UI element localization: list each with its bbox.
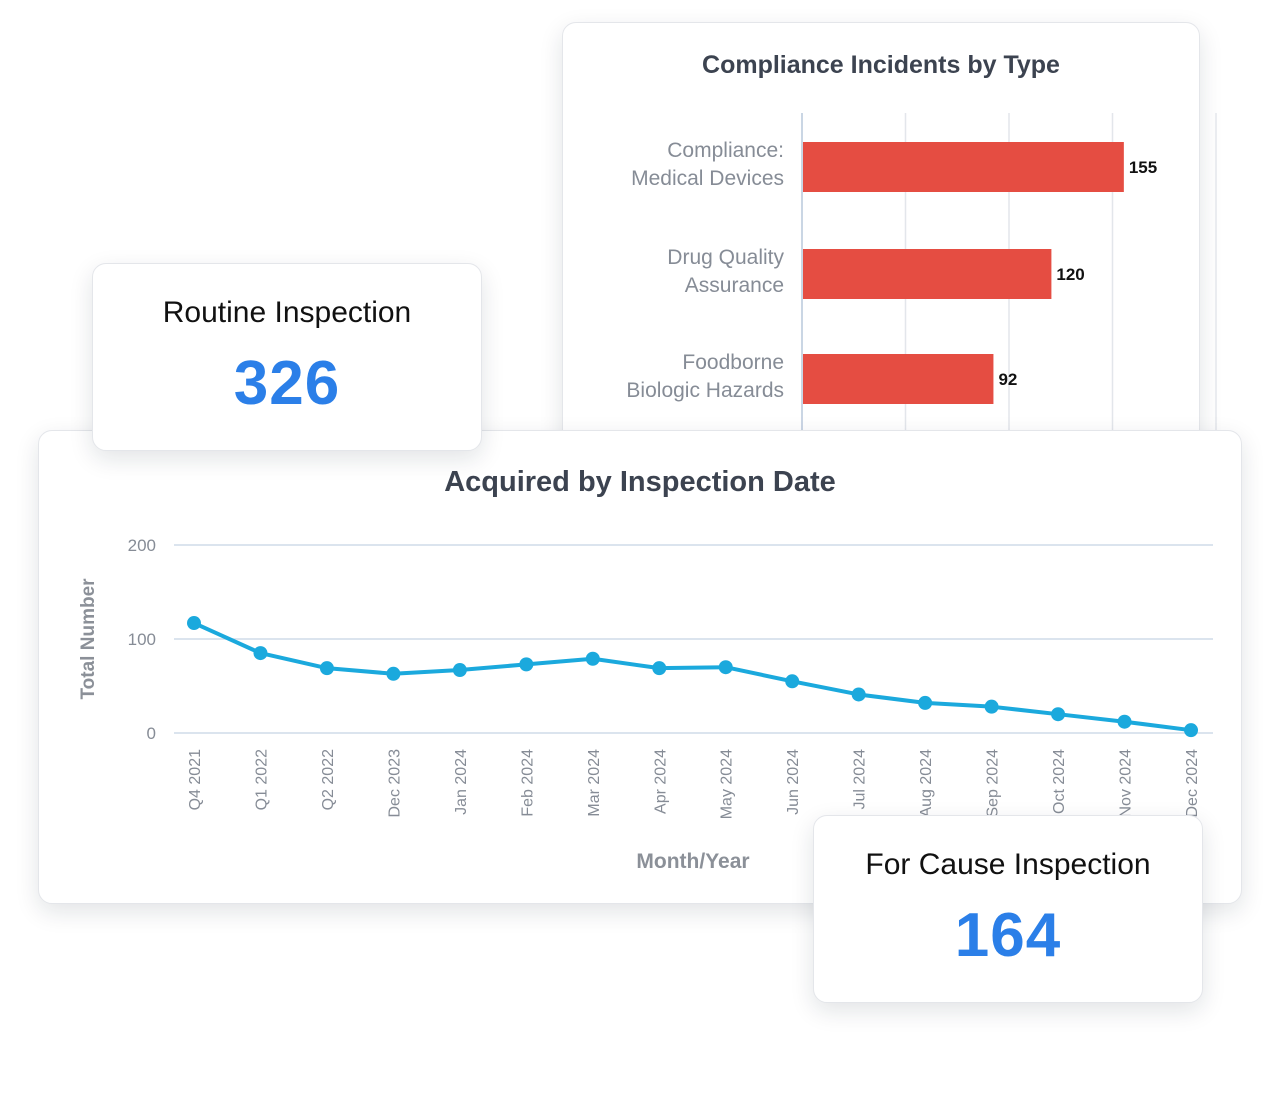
data-point (319, 661, 334, 676)
x-tick-label: Jan 2024 (453, 749, 470, 815)
series-line (193, 621, 1192, 733)
y-axis-label: Total Number (78, 578, 99, 700)
for-cause-inspection-card: For Cause Inspection 164 (813, 815, 1203, 1003)
bar-data-label: 92 (998, 370, 1017, 389)
bar (803, 249, 1052, 299)
bar-chart-title: Compliance Incidents by Type (702, 51, 1060, 79)
x-axis-label: Month/Year (636, 850, 749, 873)
data-point (918, 695, 933, 710)
bar-data-label: 155 (1129, 158, 1157, 177)
x-tick-label: Q1 2022 (253, 749, 270, 810)
data-point (851, 687, 866, 702)
x-tick-label: Oct 2024 (1051, 749, 1068, 814)
data-point (984, 699, 999, 714)
data-point (1051, 707, 1066, 722)
y-tick-label: 200 (128, 536, 156, 555)
x-tick-label: Nov 2024 (1118, 749, 1135, 818)
data-point (1184, 723, 1198, 738)
data-point (452, 663, 467, 678)
x-tick-label: Q2 2022 (320, 749, 337, 810)
bar-data-label: 120 (1056, 265, 1084, 284)
bar-category-label: Medical Devices (631, 167, 784, 190)
y-tick-label: 0 (147, 724, 156, 743)
x-tick-label: Sep 2024 (985, 749, 1002, 818)
x-tick-label: Jun 2024 (785, 749, 802, 815)
bar (803, 354, 994, 404)
x-tick-label: Feb 2024 (519, 749, 536, 817)
x-tick-label: Apr 2024 (652, 749, 669, 814)
routine-inspection-card: Routine Inspection 326 (92, 263, 482, 451)
bar-category-label: Foodborne (682, 351, 784, 374)
bar-category-label: Drug Quality (667, 246, 784, 269)
data-point (386, 666, 401, 681)
line-chart-title: Acquired by Inspection Date (444, 466, 836, 498)
data-point (253, 646, 268, 661)
bar (803, 142, 1124, 192)
bar-category-label: Compliance: (667, 139, 784, 162)
bar-category-label: Assurance (685, 274, 784, 297)
x-tick-label: Aug 2024 (918, 749, 935, 818)
data-point (652, 661, 667, 676)
data-point (187, 616, 201, 631)
for-cause-inspection-label: For Cause Inspection (865, 848, 1151, 881)
data-point (519, 657, 534, 672)
x-tick-label: Mar 2024 (586, 749, 603, 817)
data-point (785, 674, 800, 689)
bar-chart: 155 Compliance: Medical Devices 120 Drug Qua… (626, 113, 1217, 493)
routine-inspection-label: Routine Inspection (162, 296, 412, 329)
line-chart: 0 100 200 Total Number Month/Year Q4 2021 Q1 2… (78, 536, 1213, 873)
y-tick-label: 100 (128, 630, 156, 649)
data-point (718, 660, 733, 675)
x-tick-label: Dec 2023 (386, 749, 403, 818)
for-cause-inspection-value: 164 (954, 901, 1062, 970)
data-point (1117, 714, 1132, 729)
x-tick-label: Jul 2024 (852, 749, 869, 810)
x-tick-label: Q4 2021 (187, 749, 204, 810)
x-tick-label: May 2024 (719, 749, 736, 819)
routine-inspection-value: 326 (233, 349, 341, 418)
incidents-by-type-card: Compliance Incidents by Type 155 Complian… (562, 22, 1217, 493)
bar-category-label: Biologic Hazards (626, 379, 784, 402)
data-point (585, 651, 600, 666)
x-tick-label: Dec 2024 (1184, 749, 1201, 818)
